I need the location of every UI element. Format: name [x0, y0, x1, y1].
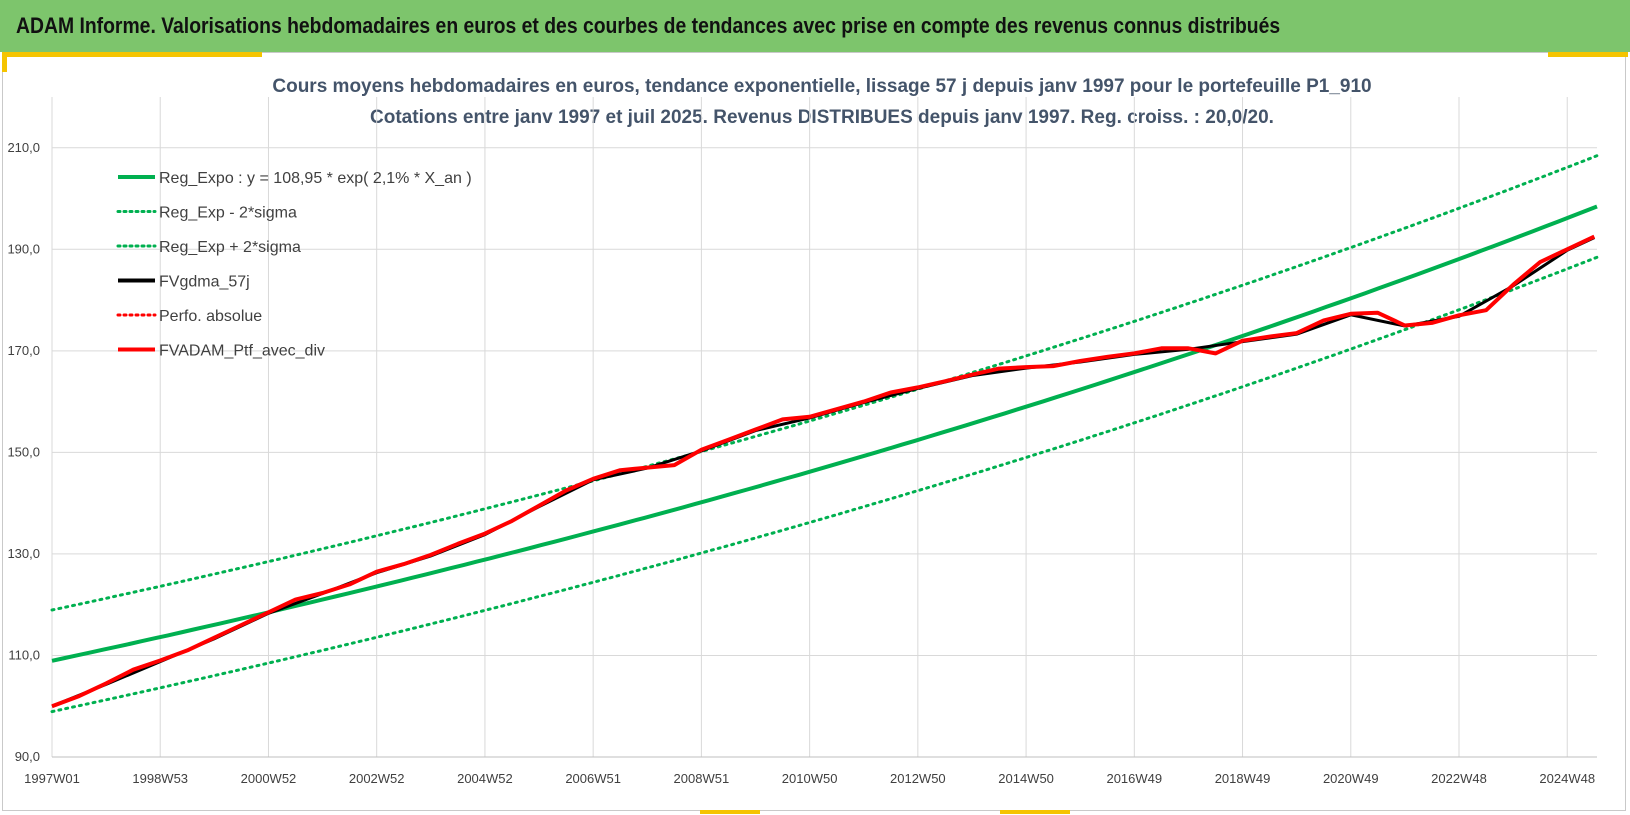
y-tick-label: 190,0 — [7, 241, 40, 256]
legend-label: FVgdma_57j — [159, 274, 250, 291]
y-tick-label: 110,0 — [8, 647, 40, 662]
legend: Reg_Expo : y = 108,95 * exp( 2,1% * X_an… — [116, 170, 472, 360]
grid — [51, 97, 1597, 758]
legend-label: Reg_Exp - 2*sigma — [159, 205, 297, 222]
y-tick-label: 130,0 — [7, 546, 40, 561]
chart-title: Cours moyens hebdomadaires en euros, ten… — [272, 76, 1371, 97]
series-line-reg-exp-minus-2sigma — [50, 255, 1599, 714]
x-tick-label: 2014W50 — [998, 771, 1054, 786]
x-tick-label: 2004W52 — [457, 771, 513, 786]
accent-bar-left — [2, 52, 7, 72]
legend-label: Perfo. absolue — [159, 308, 262, 325]
x-tick-label: 2002W52 — [349, 771, 405, 786]
x-tick-label: 2008W51 — [674, 771, 730, 786]
series-line-fvgdma-57j — [51, 236, 1595, 708]
axes: 90,0 110,0 130,0 150,0 170,0 190,0 210,0 1997W0… — [7, 140, 1597, 786]
accent-bar-bottom — [700, 810, 760, 814]
x-tick-label: 2024W48 — [1539, 771, 1595, 786]
x-tick-label: 1997W01 — [24, 771, 80, 786]
x-tick-label: 2006W51 — [565, 771, 621, 786]
x-tick-label: 2018W49 — [1215, 771, 1271, 786]
accent-bar-top-left — [2, 52, 262, 57]
x-tick-label: 2022W48 — [1431, 771, 1487, 786]
plot-area — [50, 154, 1599, 714]
y-tick-label: 210,0 — [7, 140, 40, 155]
series-line-reg-expo — [51, 204, 1598, 663]
chart-subtitle: Cotations entre janv 1997 et juil 2025. … — [370, 107, 1274, 128]
accent-bar-top-right — [1548, 52, 1628, 57]
x-tick-label: 2020W49 — [1323, 771, 1379, 786]
accent-bar-bottom-right — [1000, 810, 1070, 814]
x-tick-label: 2000W52 — [241, 771, 297, 786]
x-tick-label: 1998W53 — [132, 771, 188, 786]
title-banner: ADAM Informe. Valorisations hebdomadaire… — [0, 0, 1630, 52]
x-tick-label: 2012W50 — [890, 771, 946, 786]
y-tick-label: 170,0 — [7, 343, 40, 358]
y-tick-label: 150,0 — [7, 444, 40, 459]
x-tick-label: 2016W49 — [1106, 771, 1162, 786]
legend-label: FVADAM_Ptf_avec_div — [159, 343, 325, 360]
x-tick-label: 2010W50 — [782, 771, 838, 786]
series-line-reg-exp-plus-2sigma — [50, 154, 1599, 612]
legend-label: Reg_Expo : y = 108,95 * exp( 2,1% * X_an… — [159, 170, 472, 187]
y-tick-label: 90,0 — [15, 749, 40, 764]
legend-label: Reg_Exp + 2*sigma — [159, 239, 301, 256]
banner-title: ADAM Informe. Valorisations hebdomadaire… — [16, 13, 1281, 38]
series-line-fvadam-ptf-avec-div — [51, 234, 1596, 709]
chart-frame — [2, 52, 1626, 811]
